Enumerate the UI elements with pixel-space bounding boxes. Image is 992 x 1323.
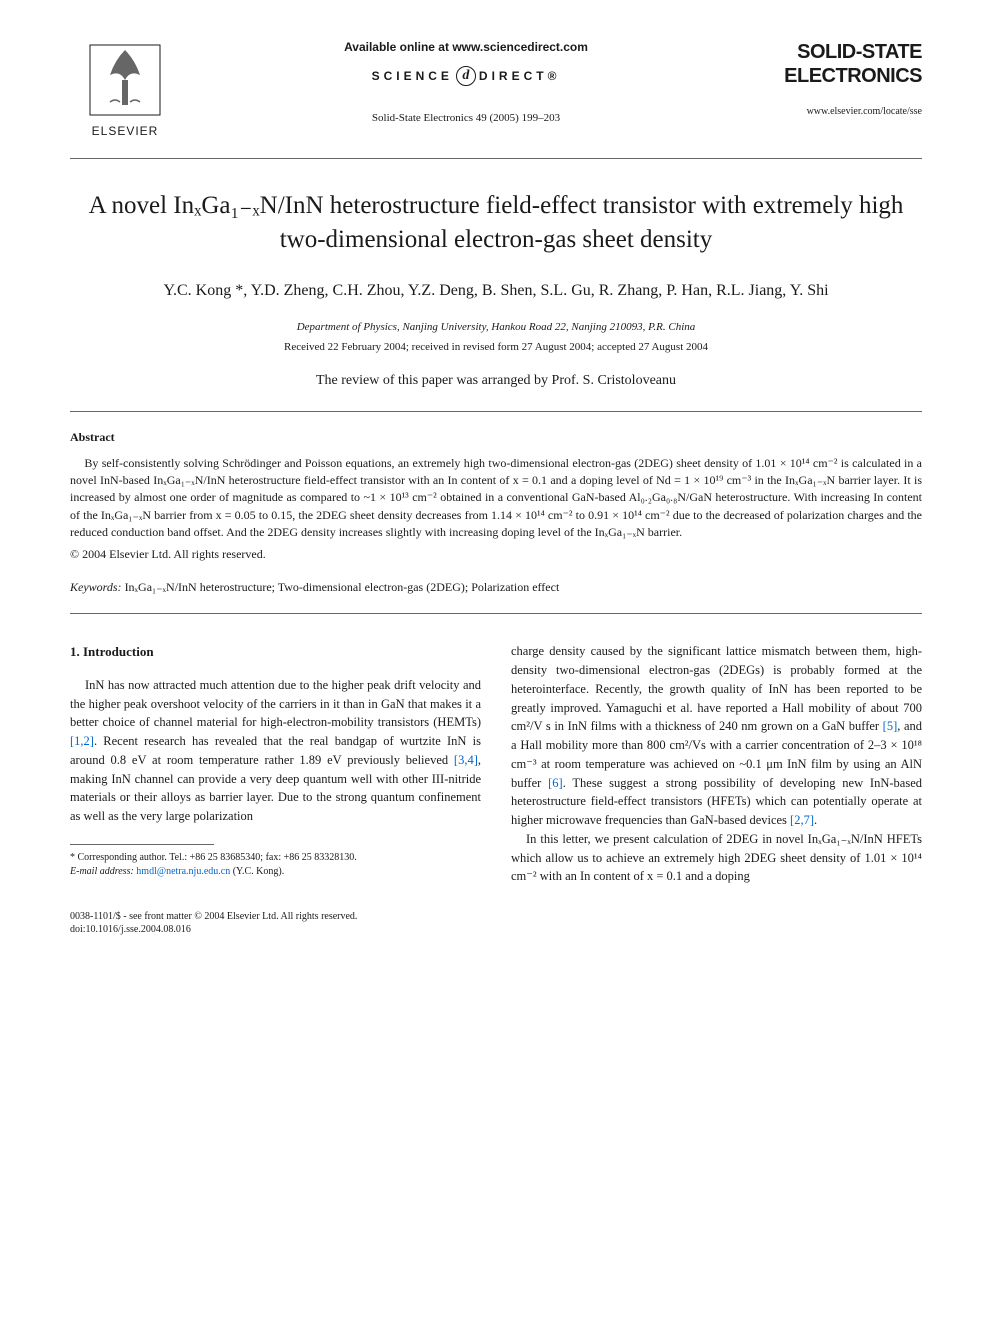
keywords-text: InₓGa₁₋ₓN/InN heterostructure; Two-dimen… bbox=[122, 580, 560, 594]
intro-para-2: In this letter, we present calculation o… bbox=[511, 830, 922, 886]
page-header: ELSEVIER Available online at www.science… bbox=[70, 40, 922, 138]
email-suffix: (Y.C. Kong). bbox=[230, 866, 284, 877]
column-right: charge density caused by the significant… bbox=[511, 642, 922, 886]
journal-url: www.elsevier.com/locate/sse bbox=[752, 106, 922, 117]
affiliation: Department of Physics, Nanjing Universit… bbox=[70, 321, 922, 333]
footer: 0038-1101/$ - see front matter © 2004 El… bbox=[70, 910, 922, 936]
header-center: Available online at www.sciencedirect.co… bbox=[180, 40, 752, 124]
sd-left: SCIENCE bbox=[372, 69, 453, 83]
intro-text-2c: . These suggest a strong possibility of … bbox=[511, 776, 922, 828]
journal-reference: Solid-State Electronics 49 (2005) 199–20… bbox=[200, 112, 732, 124]
science-direct-logo: SCIENCE d DIRECT® bbox=[372, 66, 561, 86]
elsevier-logo: ELSEVIER bbox=[70, 40, 180, 138]
footnote-corresponding: * Corresponding author. Tel.: +86 25 836… bbox=[70, 851, 481, 865]
ref-link-2-7[interactable]: [2,7] bbox=[790, 813, 814, 827]
footer-line2: doi:10.1016/j.sse.2004.08.016 bbox=[70, 923, 922, 936]
content-columns: 1. Introduction InN has now attracted mu… bbox=[70, 642, 922, 886]
abstract-copyright: © 2004 Elsevier Ltd. All rights reserved… bbox=[70, 547, 922, 562]
sd-icon: d bbox=[456, 66, 476, 86]
intro-text-1a: InN has now attracted much attention due… bbox=[70, 678, 481, 730]
column-left: 1. Introduction InN has now attracted mu… bbox=[70, 642, 481, 886]
article-dates: Received 22 February 2004; received in r… bbox=[70, 341, 922, 353]
email-label: E-mail address: bbox=[70, 866, 136, 877]
divider-top bbox=[70, 158, 922, 159]
sd-right: DIRECT® bbox=[479, 69, 561, 83]
ref-link-6[interactable]: [6] bbox=[548, 776, 563, 790]
intro-para-1-cont: charge density caused by the significant… bbox=[511, 642, 922, 830]
ref-link-3-4[interactable]: [3,4] bbox=[454, 753, 478, 767]
journal-title-line2: ELECTRONICS bbox=[752, 64, 922, 88]
divider-abstract-top bbox=[70, 411, 922, 412]
keywords-label: Keywords: bbox=[70, 580, 122, 594]
footer-line1: 0038-1101/$ - see front matter © 2004 El… bbox=[70, 910, 922, 923]
article-title: A novel InₓGa₁₋ₓN/InN heterostructure fi… bbox=[70, 189, 922, 257]
journal-title-box: SOLID-STATE ELECTRONICS www.elsevier.com… bbox=[752, 40, 922, 117]
footnote-separator bbox=[70, 844, 214, 845]
authors: Y.C. Kong *, Y.D. Zheng, C.H. Zhou, Y.Z.… bbox=[70, 279, 922, 303]
footnote-email: E-mail address: hmdl@netra.nju.edu.cn (Y… bbox=[70, 865, 481, 879]
abstract-heading: Abstract bbox=[70, 430, 922, 445]
elsevier-tree-icon bbox=[85, 40, 165, 120]
available-online-text: Available online at www.sciencedirect.co… bbox=[200, 40, 732, 54]
intro-text-1b: . Recent research has revealed that the … bbox=[70, 734, 481, 767]
intro-text-2a: charge density caused by the significant… bbox=[511, 644, 922, 733]
intro-para-1: InN has now attracted much attention due… bbox=[70, 676, 481, 826]
email-link[interactable]: hmdl@netra.nju.edu.cn bbox=[136, 866, 230, 877]
elsevier-label: ELSEVIER bbox=[92, 124, 159, 138]
intro-text-2d: . bbox=[814, 813, 817, 827]
keywords: Keywords: InₓGa₁₋ₓN/InN heterostructure;… bbox=[70, 580, 922, 595]
review-note: The review of this paper was arranged by… bbox=[70, 373, 922, 389]
ref-link-5[interactable]: [5] bbox=[883, 719, 898, 733]
introduction-heading: 1. Introduction bbox=[70, 642, 481, 662]
journal-title-line1: SOLID-STATE bbox=[752, 40, 922, 64]
divider-abstract-bottom bbox=[70, 613, 922, 614]
ref-link-1-2[interactable]: [1,2] bbox=[70, 734, 94, 748]
abstract-text: By self-consistently solving Schrödinger… bbox=[70, 455, 922, 542]
